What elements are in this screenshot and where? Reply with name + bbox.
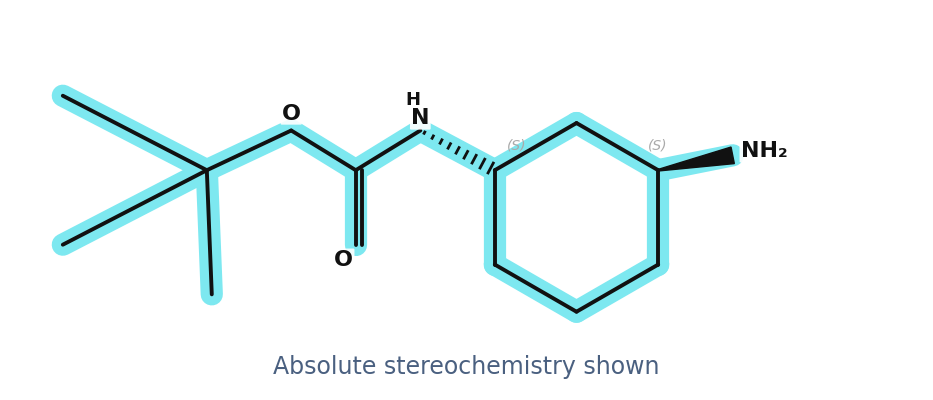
Text: NH₂: NH₂ — [741, 141, 787, 161]
Text: H: H — [405, 91, 420, 109]
Text: (S): (S) — [648, 138, 668, 152]
Text: N: N — [411, 108, 429, 128]
Polygon shape — [658, 147, 734, 171]
Text: Absolute stereochemistry shown: Absolute stereochemistry shown — [273, 355, 660, 379]
Text: O: O — [282, 104, 300, 124]
Text: (S): (S) — [507, 138, 526, 152]
Text: O: O — [334, 250, 354, 270]
